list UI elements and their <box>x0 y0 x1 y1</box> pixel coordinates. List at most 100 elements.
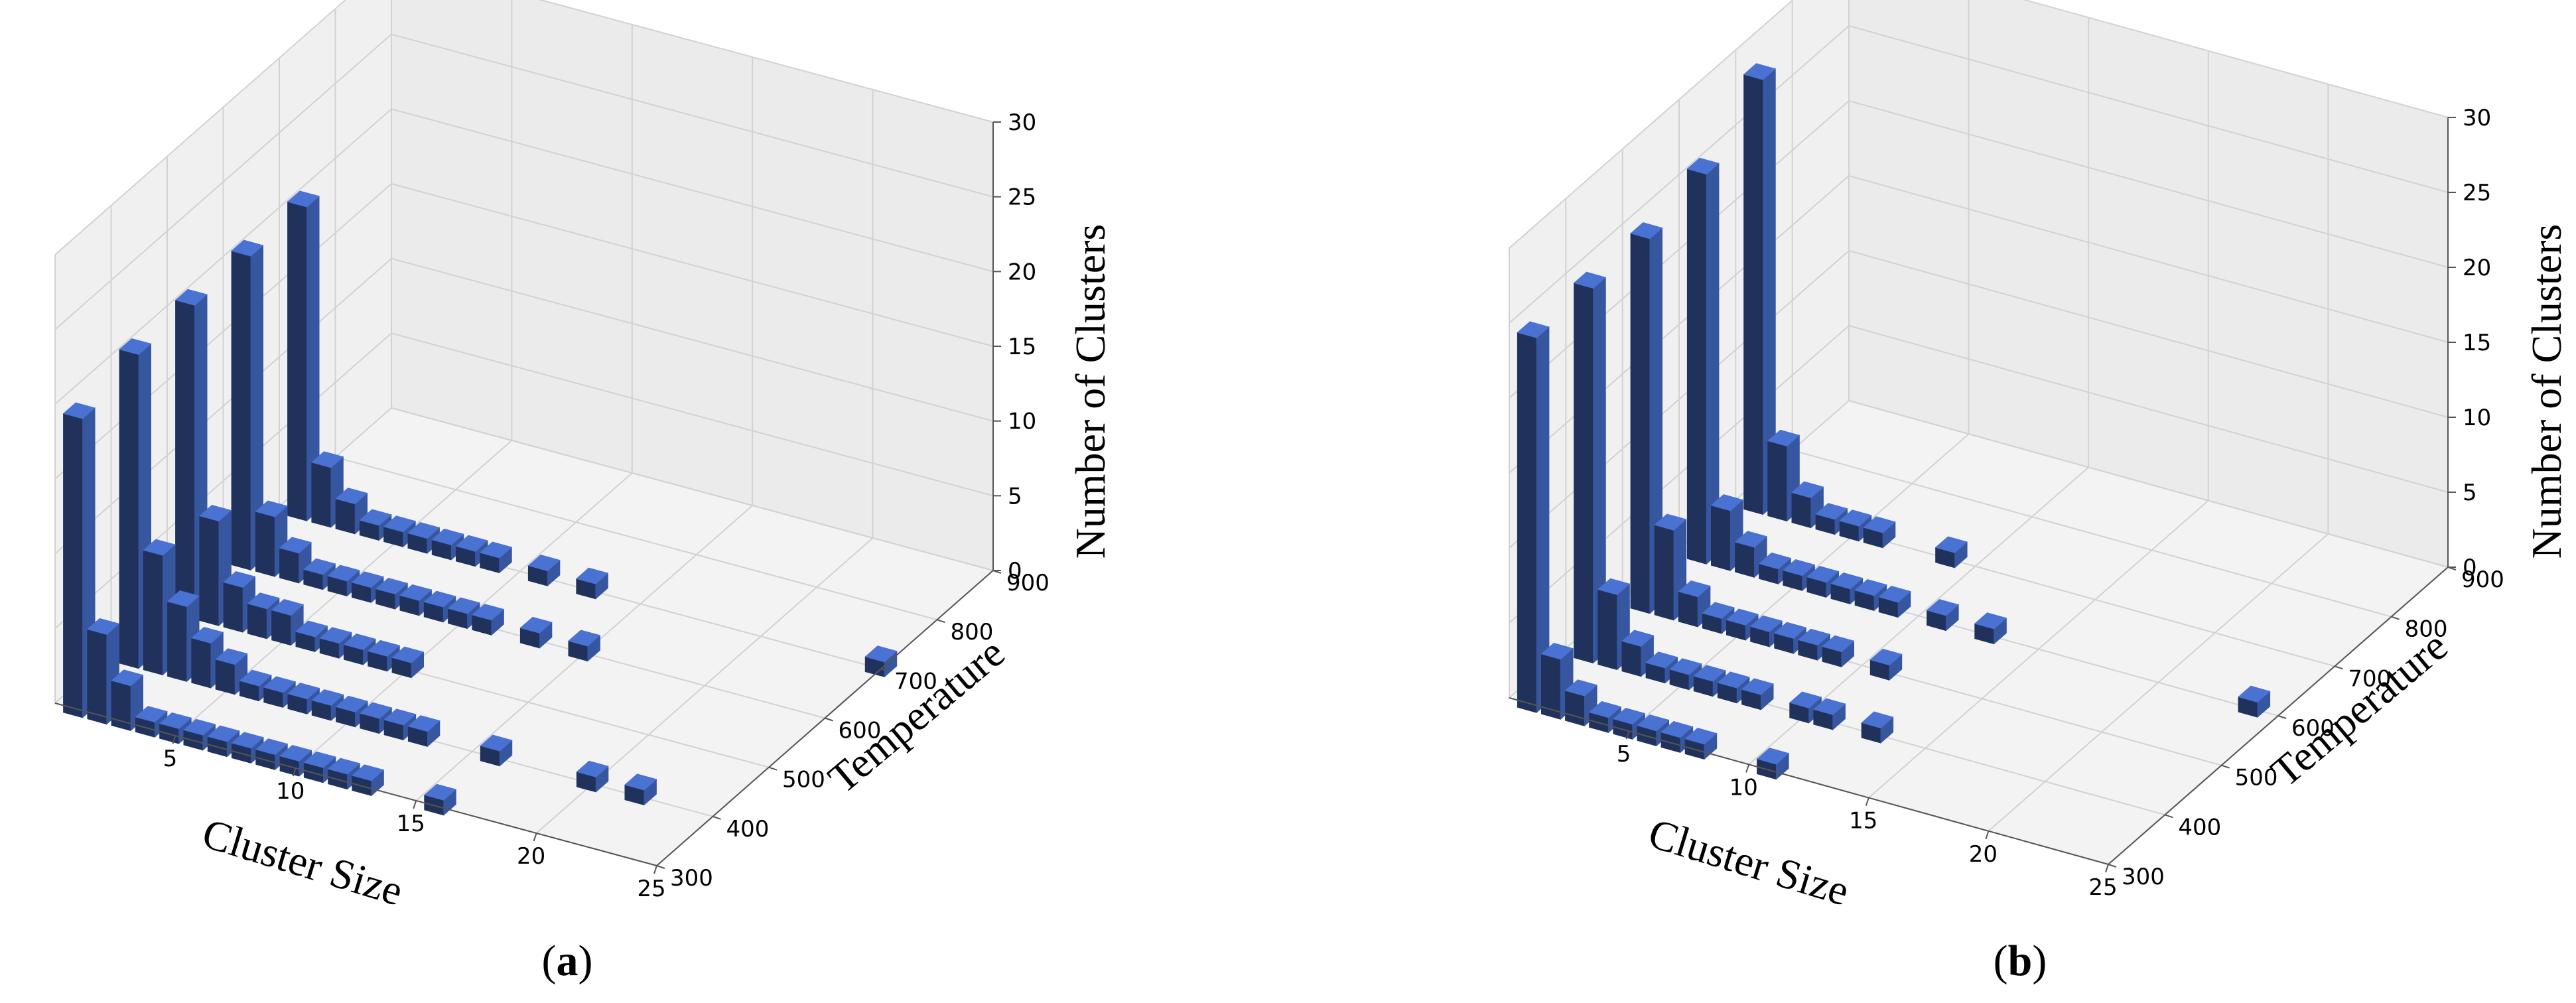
z-tick-label: 25 <box>2463 180 2491 206</box>
z-tick-label: 15 <box>1008 334 1036 360</box>
bar <box>1830 572 1864 605</box>
bar <box>1573 271 1607 664</box>
grid-line-z <box>1509 174 2449 474</box>
y-tick-label: 600 <box>839 718 882 744</box>
x-tick-label: 15 <box>1849 808 1877 835</box>
y-tick-label: 700 <box>894 668 937 695</box>
bar <box>279 537 312 584</box>
z-tick-label: 10 <box>2463 405 2491 431</box>
bar <box>223 570 256 633</box>
z-tick-label: 20 <box>1008 259 1036 285</box>
bar <box>471 604 505 636</box>
bar <box>231 239 264 571</box>
grid-line-z <box>1509 324 2449 624</box>
y-tick-label: 300 <box>2122 864 2165 890</box>
bar <box>1749 615 1783 647</box>
bar <box>399 584 433 616</box>
bar <box>568 630 601 662</box>
bar <box>1743 63 1777 515</box>
bar <box>1926 599 1960 632</box>
bar <box>62 402 96 718</box>
y-tick-label: 300 <box>670 865 713 892</box>
bar <box>624 773 657 806</box>
bar <box>1806 565 1840 598</box>
z-tick-label: 10 <box>1008 409 1036 435</box>
y-tick-label: 700 <box>2348 665 2391 692</box>
bar <box>1861 711 1894 744</box>
bar <box>1540 643 1574 720</box>
bar <box>319 627 352 659</box>
z-axis-label: Number of Clusters <box>2523 224 2570 559</box>
y-tick-label: 800 <box>951 619 994 645</box>
bar <box>1878 586 1911 618</box>
grid-line-z <box>1509 249 2449 549</box>
panel-label: (a) <box>542 937 593 985</box>
z-tick-label: 25 <box>1008 184 1036 211</box>
y-tick-label: 400 <box>726 816 770 842</box>
bar <box>1863 516 1896 549</box>
y-tick-label: 900 <box>1006 570 1050 596</box>
bar <box>576 760 609 793</box>
x-axis-label: Cluster Size <box>197 809 408 915</box>
bar <box>407 715 441 748</box>
z-tick-label: 0 <box>1008 558 1022 584</box>
bars <box>1517 63 2271 780</box>
bar <box>1773 622 1807 655</box>
grid-line-z <box>1509 0 2449 249</box>
bar <box>480 734 513 767</box>
grid-line-z <box>54 108 994 405</box>
y-tick-label: 500 <box>782 767 825 793</box>
bar <box>1597 578 1631 671</box>
bar <box>255 500 288 578</box>
bar <box>351 571 384 604</box>
x-tick-label: 10 <box>1729 774 1758 801</box>
y-tick-label: 600 <box>2291 715 2335 742</box>
x-tick-label: 25 <box>637 876 665 902</box>
x-tick-label: 25 <box>2088 874 2117 901</box>
grid-line-z <box>54 332 994 630</box>
bar <box>1934 536 1968 568</box>
z-tick-label: 30 <box>1008 109 1036 136</box>
grid-line-z <box>54 257 994 555</box>
bar <box>1741 678 1774 710</box>
bar <box>1974 612 2007 645</box>
y-tick-label: 900 <box>2461 567 2504 593</box>
bar <box>575 567 609 600</box>
bar <box>519 616 553 649</box>
x-axis-line <box>1509 697 2109 865</box>
bar <box>1812 698 1846 730</box>
z-tick-label: 5 <box>2463 480 2477 506</box>
bar <box>1767 429 1800 522</box>
grid-line-z <box>1509 100 2449 399</box>
z-tick-label: 20 <box>2463 255 2491 281</box>
bar <box>1621 630 1655 677</box>
z-tick-label: 5 <box>1008 483 1022 509</box>
bar <box>1693 665 1726 697</box>
grid-line-z <box>1509 25 2449 324</box>
x-axis-line <box>54 702 657 866</box>
x-tick-label: 15 <box>397 811 425 837</box>
bar <box>1869 648 1903 681</box>
y-tick-label: 400 <box>2178 814 2221 840</box>
x-tick-label: 20 <box>517 843 545 870</box>
bar <box>1702 602 1735 634</box>
bar <box>527 555 561 587</box>
bar <box>1822 635 1855 668</box>
bar <box>119 338 152 669</box>
bar <box>479 541 513 574</box>
z-tick-label: 15 <box>2463 330 2491 356</box>
x-axis-label: Cluster Size <box>1643 809 1854 915</box>
bar <box>271 599 305 646</box>
y-tick-label: 800 <box>2405 616 2448 643</box>
grid-line-z <box>54 0 994 255</box>
bar <box>391 646 425 679</box>
bar <box>1630 222 1663 614</box>
bar <box>1678 580 1711 628</box>
panel-label: (b) <box>1994 937 2047 985</box>
bar <box>1726 608 1759 641</box>
bar <box>343 634 376 665</box>
